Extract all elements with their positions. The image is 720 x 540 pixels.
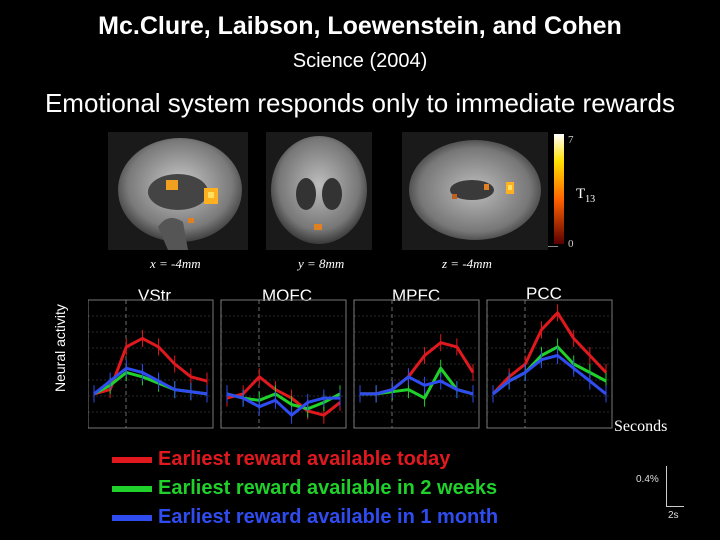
page-title: Mc.Clure, Laibson, Loewenstein, and Cohe… <box>98 12 622 40</box>
legend-swatch-2-weeks <box>112 485 152 492</box>
coord-label-y: y = 8mm <box>298 256 345 271</box>
stat-label: T13 <box>576 186 596 205</box>
scale-bar-x-label: 2s <box>668 510 679 521</box>
series-line <box>491 311 608 395</box>
legend-label-2-weeks: Earliest reward available in 2 weeks <box>158 477 498 499</box>
brain-axial-image <box>402 132 548 250</box>
colorbar <box>554 134 564 244</box>
legend-label-1-month: Earliest reward available in 1 month <box>158 506 499 528</box>
plot-panel-frame <box>88 299 214 429</box>
colorbar-min-label: 0 <box>568 238 574 250</box>
legend-label-today: Earliest reward available today <box>158 448 451 470</box>
scale-bar-y-label: 0.4% <box>636 474 659 485</box>
stat-subscript: 13 <box>585 194 596 205</box>
series-line <box>360 375 474 396</box>
colorbar-tick <box>548 246 558 247</box>
x-axis-label: Seconds <box>614 418 668 435</box>
series-line <box>226 375 341 417</box>
series-line <box>226 392 340 417</box>
y-axis-label: Neural activity <box>52 304 68 392</box>
panel-label-pcc: PCC <box>526 284 562 303</box>
coord-label-z: z = -4mm <box>442 256 492 271</box>
series-line <box>93 366 208 396</box>
legend-item-1-month: Earliest reward available in 1 month <box>112 506 498 529</box>
page-subtitle: Science (2004) <box>292 50 428 72</box>
headline: Emotional system responds only to immedi… <box>44 88 676 118</box>
time-course-plots <box>88 299 613 429</box>
legend-item-today: Earliest reward available today <box>112 448 450 471</box>
series-line <box>492 354 607 396</box>
scale-bar-horizontal <box>666 506 684 507</box>
colorbar-max-label: 7 <box>568 134 574 146</box>
coord-label-x: x = -4mm <box>150 256 201 271</box>
brain-sagittal-image <box>108 132 248 250</box>
scale-bar-vertical <box>666 466 667 506</box>
brain-coronal-image <box>266 132 372 250</box>
legend-swatch-today <box>112 456 152 463</box>
legend-item-2-weeks: Earliest reward available in 2 weeks <box>112 477 497 500</box>
legend-swatch-1-month <box>112 514 152 521</box>
